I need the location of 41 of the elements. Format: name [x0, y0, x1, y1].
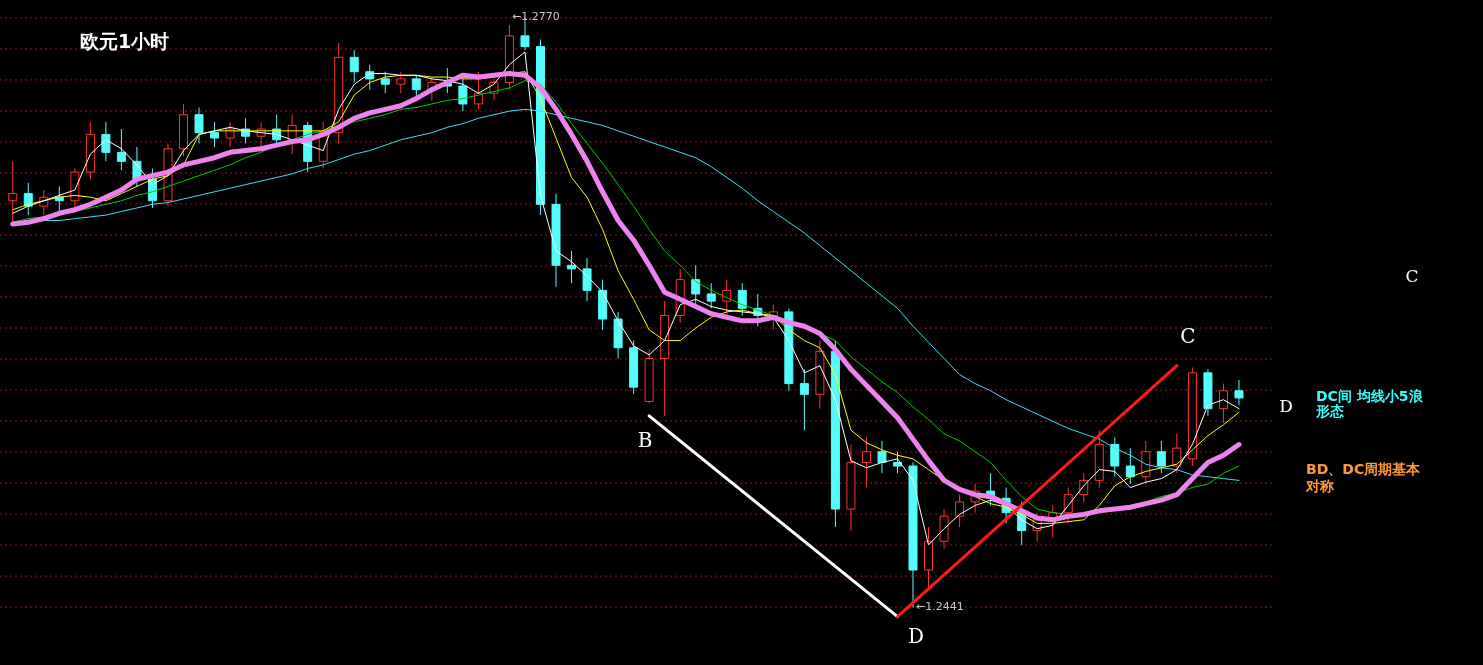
candlestick: [799, 368, 809, 431]
text: 欧元1小时: [80, 30, 170, 52]
candlestick: [225, 121, 235, 148]
annotation: D: [907, 624, 925, 648]
candlestick: [1125, 447, 1135, 485]
text: BD、DC周期基本: [1306, 461, 1422, 477]
candlestick: [877, 440, 887, 474]
annotation: C: [1180, 324, 1196, 348]
candlestick: [737, 282, 747, 316]
candlestick: [691, 264, 701, 306]
candlestick: [1063, 487, 1073, 524]
candlestick: [194, 107, 204, 144]
candlestick: [8, 160, 18, 225]
candlestick: [1172, 433, 1182, 474]
annotation: B: [637, 428, 653, 452]
candlestick: [582, 257, 592, 302]
candlestick: [101, 121, 111, 162]
candlestick: [1110, 436, 1120, 478]
candlestick: [1234, 379, 1244, 406]
candlestick: [458, 78, 468, 112]
text: D: [1279, 396, 1293, 416]
candlestick: [411, 74, 421, 98]
text: 形态: [1315, 403, 1344, 419]
candlestick: [116, 128, 126, 171]
candlestick: [1156, 440, 1166, 474]
candlestick: [1218, 383, 1228, 424]
text: 对称: [1305, 478, 1334, 494]
candlestick: [706, 282, 716, 309]
annotation: ←1.2441: [916, 600, 964, 613]
candlestick: [567, 250, 577, 284]
candlestick: [349, 49, 359, 83]
candlestick: [892, 451, 902, 474]
candlestick: [380, 71, 390, 94]
annotation: ←1.2770: [512, 10, 560, 23]
candlestick: [722, 279, 732, 316]
text: C: [1405, 266, 1419, 286]
candlestick: [396, 71, 406, 94]
text: DC间 均线小5浪: [1316, 388, 1424, 404]
candlestick: [955, 494, 965, 528]
candlestick: [210, 121, 220, 148]
candlestick: [861, 436, 871, 489]
